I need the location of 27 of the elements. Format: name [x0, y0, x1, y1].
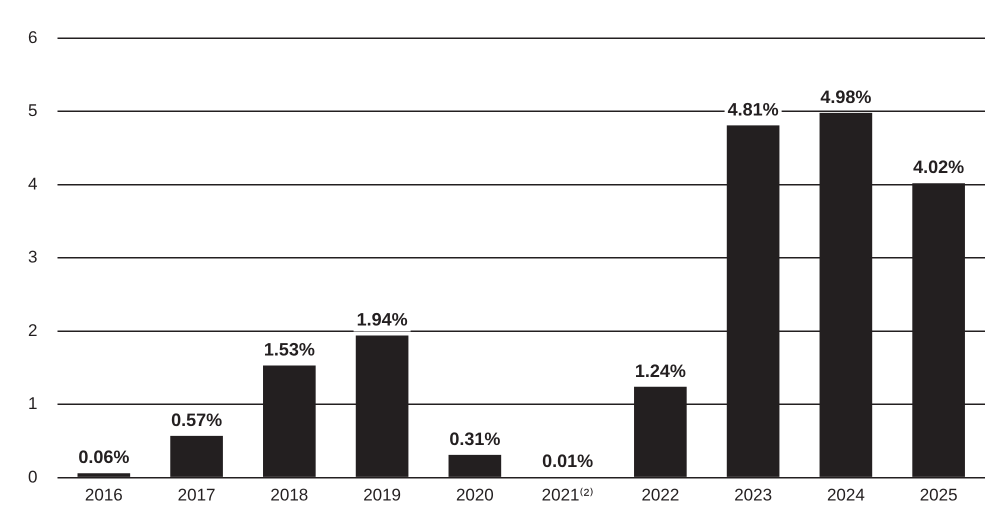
data-label: 1.24%: [634, 360, 686, 381]
x-tick-label: 2021⁽²⁾: [542, 485, 594, 504]
data-label: 0.06%: [78, 447, 130, 468]
x-tick-label: 2023: [734, 485, 772, 504]
data-label: 4.98%: [820, 86, 872, 107]
y-tick-label: 1: [28, 394, 38, 414]
x-tick-label: 2019: [363, 485, 402, 504]
y-tick-label: 6: [28, 28, 38, 47]
x-tick-label: 2025: [920, 485, 958, 504]
x-tick-label: 2018: [270, 485, 308, 504]
x-tick-label: 2020: [456, 485, 494, 504]
y-tick-label: 4: [28, 174, 38, 194]
data-label: 4.81%: [728, 99, 779, 120]
data-label: 0.31%: [449, 428, 500, 449]
y-tick-label: 0: [28, 467, 38, 486]
x-tick-label: 2017: [178, 485, 216, 504]
data-label: 1.94%: [356, 309, 408, 330]
data-label: 0.01%: [542, 450, 594, 471]
data-label: 4.02%: [913, 157, 964, 178]
x-tick-label: 2024: [826, 485, 865, 504]
y-tick-label: 3: [28, 248, 38, 267]
x-tick-label: 2016: [84, 485, 123, 504]
data-label: 0.57%: [171, 410, 222, 430]
y-tick-label: 2: [28, 320, 38, 340]
x-tick-label: 2022: [641, 485, 680, 504]
data-label: 1.53%: [264, 340, 315, 360]
y-tick-label: 5: [28, 101, 38, 120]
